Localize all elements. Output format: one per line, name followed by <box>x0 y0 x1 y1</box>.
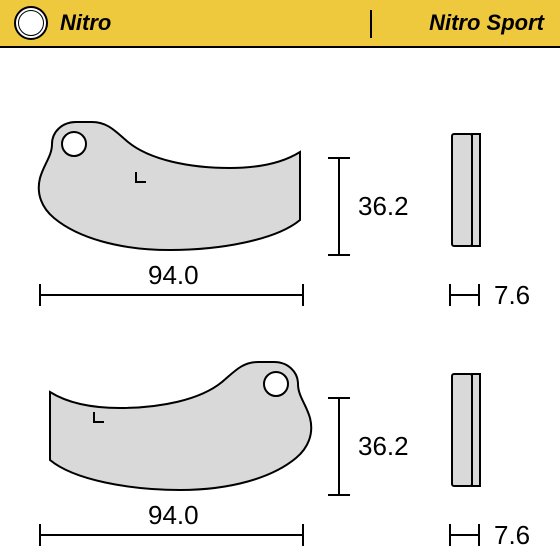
dim-height-1: 36.2 <box>358 191 409 222</box>
brand-name-left: Nitro <box>60 10 111 36</box>
brake-pad-bottom <box>20 348 330 508</box>
header-divider <box>370 10 372 38</box>
dim-width-2: 94.0 <box>148 500 199 531</box>
dim-cap <box>449 524 451 546</box>
dim-cap <box>328 397 350 399</box>
dim-cap <box>328 254 350 256</box>
dim-width-1: 94.0 <box>148 260 199 291</box>
dim-cap <box>478 284 480 306</box>
dim-line-h2 <box>338 398 340 496</box>
dim-line-h1 <box>338 158 340 256</box>
brand-logo-icon <box>14 6 48 40</box>
dim-line-t2 <box>450 534 480 536</box>
dim-cap <box>478 524 480 546</box>
dim-height-2: 36.2 <box>358 431 409 462</box>
diagram-area: 36.2 94.0 7.6 36.2 94.0 7.6 <box>0 48 560 560</box>
dim-cap <box>302 524 304 546</box>
brand-name-right: Nitro Sport <box>429 10 544 36</box>
dim-line-w1 <box>40 294 304 296</box>
dim-cap <box>449 284 451 306</box>
dim-thickness-1: 7.6 <box>494 280 530 311</box>
side-view-bottom <box>448 370 488 490</box>
side-view-top <box>448 130 488 250</box>
dim-cap <box>302 284 304 306</box>
dim-line-w2 <box>40 534 304 536</box>
dim-cap <box>328 157 350 159</box>
brake-pad-top <box>20 108 330 268</box>
dim-cap <box>39 284 41 306</box>
dim-thickness-2: 7.6 <box>494 520 530 551</box>
dim-cap <box>328 494 350 496</box>
dim-cap <box>39 524 41 546</box>
header-bar: Nitro Nitro Sport <box>0 0 560 48</box>
dim-line-t1 <box>450 294 480 296</box>
